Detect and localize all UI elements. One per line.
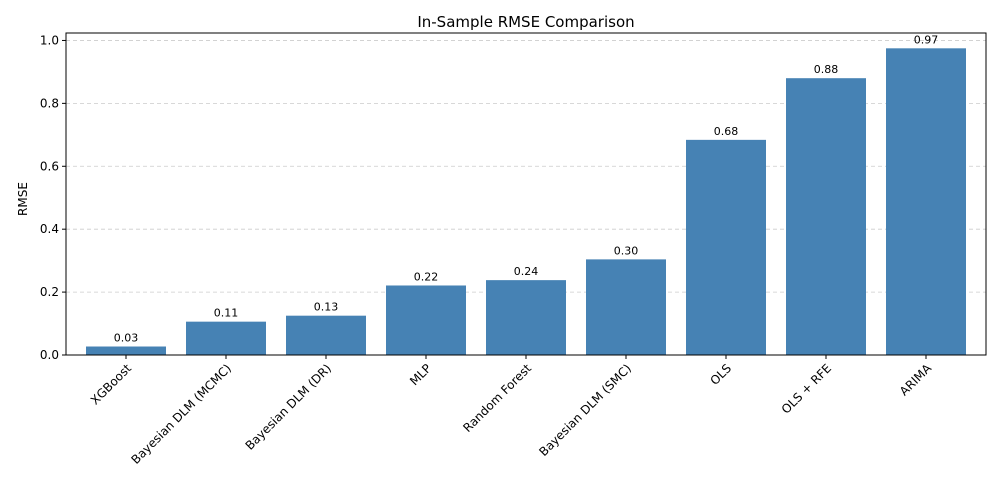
bar	[886, 48, 966, 355]
bar-value-label: 0.03	[114, 332, 139, 345]
x-tick-label: XGBoost	[88, 361, 134, 407]
x-tick-label: MLP	[407, 361, 434, 388]
x-tick-label: Random Forest	[460, 361, 534, 435]
x-tick-label: Bayesian DLM (MCMC)	[129, 361, 235, 467]
x-tick-label: OLS + RFE	[779, 361, 834, 416]
bar	[486, 280, 566, 355]
y-tick-label: 0.6	[40, 159, 59, 173]
bar	[586, 259, 666, 355]
plot-frame	[65, 32, 987, 356]
bar-value-label: 0.13	[314, 301, 339, 314]
bar-value-label: 0.97	[914, 33, 939, 46]
bar-value-label: 0.88	[814, 63, 839, 76]
y-tick-label: 1.0	[40, 33, 59, 47]
chart-title: In-Sample RMSE Comparison	[417, 13, 634, 31]
bar	[86, 346, 166, 355]
x-tick-label: Bayesian DLM (SMC)	[536, 361, 634, 459]
y-axis-label: RMSE	[16, 182, 30, 216]
y-tick-label: 0.2	[40, 285, 59, 299]
y-tick-label: 0.8	[40, 96, 59, 110]
bar	[686, 139, 766, 355]
bar-value-label: 0.24	[514, 265, 539, 278]
bar-value-label: 0.11	[214, 307, 239, 320]
bar-value-label: 0.30	[614, 244, 639, 257]
y-tick-label: 0.0	[40, 348, 59, 362]
x-tick-label: Bayesian DLM (DR)	[243, 361, 335, 453]
x-tick-label: ARIMA	[897, 361, 935, 399]
bar	[186, 321, 266, 355]
bar-value-label: 0.22	[414, 270, 439, 283]
bar	[786, 78, 866, 355]
y-axis-ticks: 0.0 0.2 0.4 0.6 0.8 1.0	[40, 33, 66, 362]
bars	[86, 48, 966, 355]
bar	[386, 285, 466, 355]
bar-value-label: 0.68	[714, 125, 739, 138]
x-tick-label: OLS	[707, 361, 734, 388]
bar	[286, 315, 366, 355]
value-labels: 0.03 0.11 0.13 0.22 0.24 0.30 0.68 0.88 0.97	[114, 33, 939, 344]
y-tick-label: 0.4	[40, 222, 59, 236]
